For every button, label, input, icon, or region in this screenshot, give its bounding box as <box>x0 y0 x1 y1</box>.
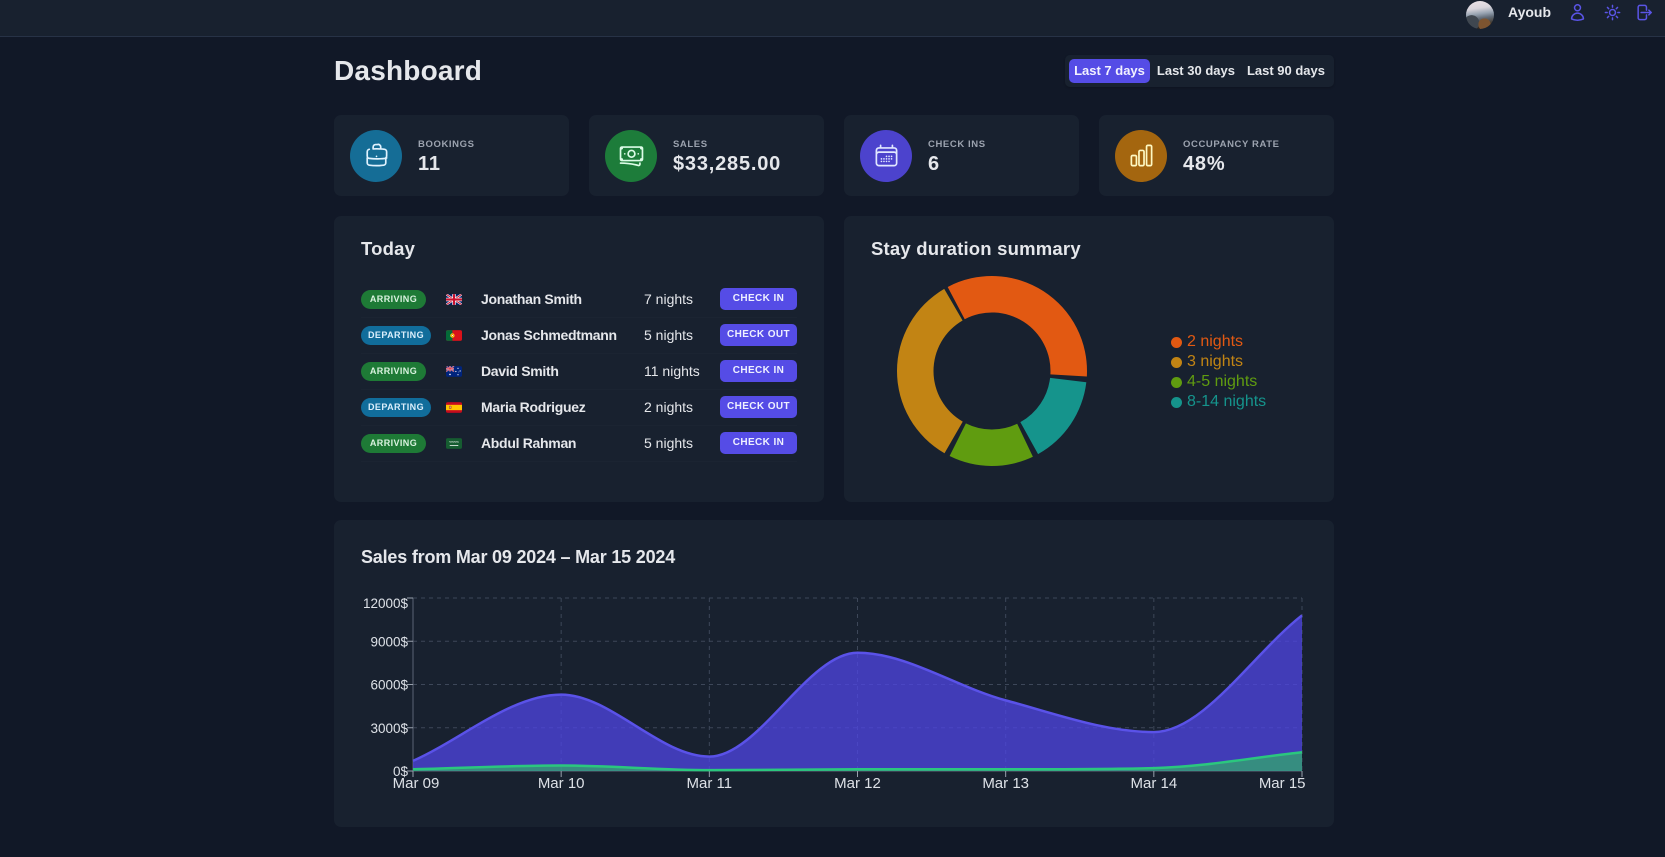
svg-text:12000$: 12000$ <box>363 596 409 611</box>
svg-text:Mar 11: Mar 11 <box>687 775 733 792</box>
svg-text:9000$: 9000$ <box>370 634 408 649</box>
svg-text:3000$: 3000$ <box>370 721 408 736</box>
svg-text:Mar 14: Mar 14 <box>1130 775 1177 792</box>
svg-text:0$: 0$ <box>393 764 409 779</box>
svg-text:Mar 12: Mar 12 <box>834 775 881 792</box>
svg-text:6000$: 6000$ <box>370 678 408 693</box>
svg-text:Mar 09: Mar 09 <box>393 775 440 792</box>
svg-text:Mar 15: Mar 15 <box>1259 775 1306 792</box>
svg-text:Mar 13: Mar 13 <box>982 775 1029 792</box>
svg-text:Mar 10: Mar 10 <box>538 775 585 792</box>
